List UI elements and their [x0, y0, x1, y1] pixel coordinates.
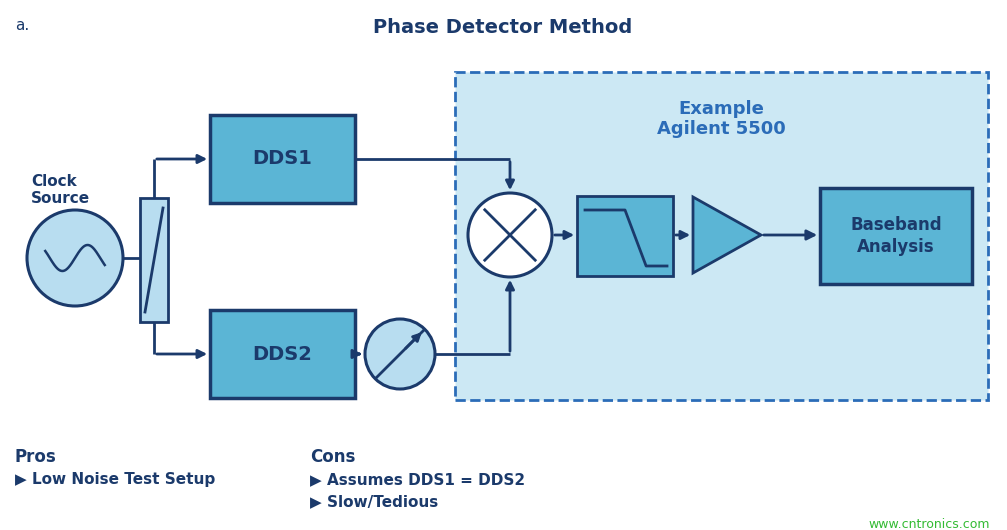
- Text: ▶ Slow/Tedious: ▶ Slow/Tedious: [310, 494, 438, 509]
- Text: Pros: Pros: [15, 448, 56, 466]
- Text: DDS1: DDS1: [253, 149, 312, 169]
- Circle shape: [27, 210, 123, 306]
- Polygon shape: [693, 197, 761, 273]
- Bar: [210, 310, 355, 398]
- Text: a.: a.: [15, 18, 29, 33]
- Circle shape: [365, 319, 435, 389]
- Text: Example: Example: [679, 100, 764, 118]
- Text: Baseband: Baseband: [850, 216, 942, 234]
- Bar: [820, 188, 972, 284]
- Text: ▶ Low Noise Test Setup: ▶ Low Noise Test Setup: [15, 472, 215, 487]
- Text: Agilent 5500: Agilent 5500: [658, 120, 785, 138]
- Text: Cons: Cons: [310, 448, 355, 466]
- Bar: [455, 72, 988, 400]
- Text: www.cntronics.com: www.cntronics.com: [868, 518, 990, 530]
- Text: Phase Detector Method: Phase Detector Method: [374, 18, 632, 37]
- Bar: [210, 115, 355, 203]
- Bar: [577, 196, 673, 276]
- Text: DDS2: DDS2: [253, 344, 312, 364]
- Text: Analysis: Analysis: [857, 238, 934, 256]
- Bar: [140, 198, 168, 322]
- Circle shape: [468, 193, 552, 277]
- Text: Clock
Source: Clock Source: [31, 174, 90, 206]
- Text: ▶ Assumes DDS1 = DDS2: ▶ Assumes DDS1 = DDS2: [310, 472, 525, 487]
